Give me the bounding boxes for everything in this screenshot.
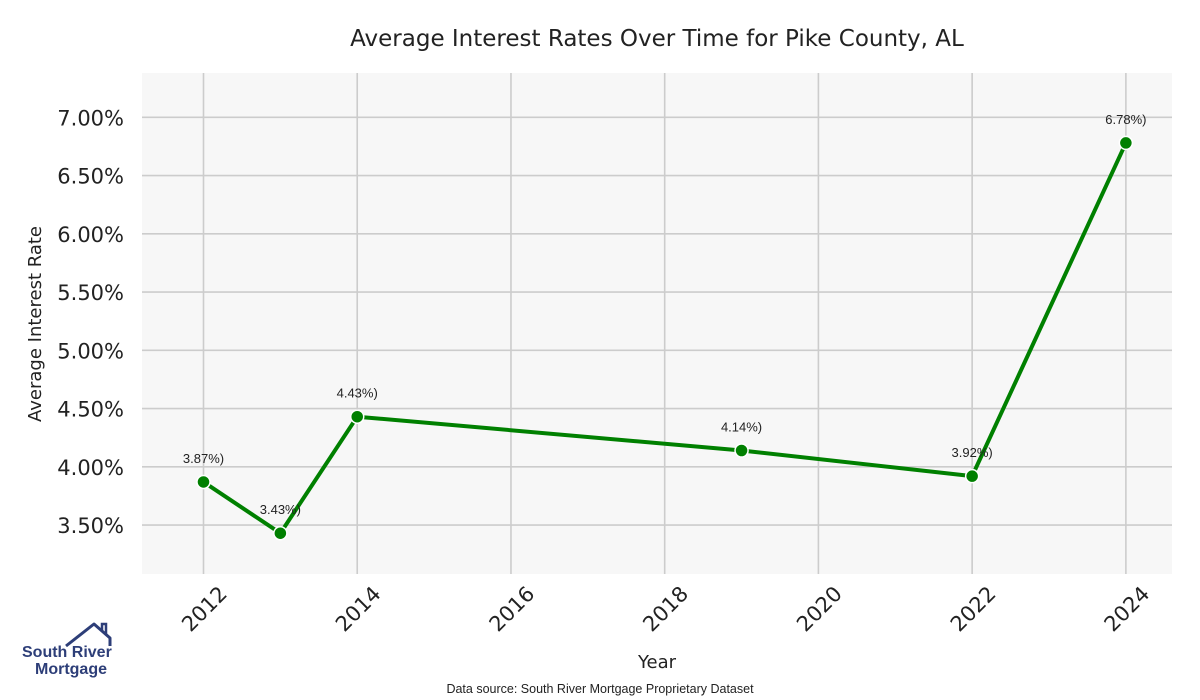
logo-text-line2: Mortgage [35,661,107,679]
data-point [197,475,210,488]
y-tick-label: 4.50% [57,398,124,422]
data-point [735,444,748,457]
y-tick-label: 5.00% [57,339,124,363]
y-tick-label: 4.00% [57,456,124,480]
data-point [351,410,364,423]
y-tick-label: 7.00% [57,106,124,130]
data-point [1119,136,1132,149]
x-tick-label: 2012 [177,582,232,637]
y-axis-label: Average Interest Rate [25,226,46,422]
data-label: 3.87%) [183,451,224,466]
y-tick-label: 5.50% [57,281,124,305]
line-chart: 3.50% 4.00% 4.50% 5.00% 5.50% 6.00% 6.50% 7.00%… [0,0,1200,700]
y-tick-label: 3.50% [57,514,124,538]
data-label: 6.78%) [1105,112,1146,127]
chart-title: Average Interest Rates Over Time for Pik… [350,26,964,52]
logo-text-line1: South River [22,644,112,662]
y-tick-label: 6.50% [57,165,124,189]
x-tick-label: 2018 [638,582,693,637]
x-tick-label: 2020 [792,582,847,637]
x-tick-label: 2016 [485,582,540,637]
y-axis-ticks: 3.50% 4.00% 4.50% 5.00% 5.50% 6.00% 6.50% 7.00% [57,106,124,538]
data-label: 4.14%) [721,419,762,434]
x-axis-ticks: 2012 2014 2016 2018 2020 2022 2024 [177,582,1154,637]
x-axis-label: Year [637,652,677,673]
x-tick-label: 2024 [1100,582,1155,637]
data-label: 3.92%) [952,445,993,460]
plot-area [142,73,1172,574]
x-tick-label: 2022 [946,582,1001,637]
data-source-note: Data source: South River Mortgage Propri… [446,682,754,696]
data-point [274,527,287,540]
data-label: 3.43%) [260,502,301,517]
company-logo: South River Mortgage [18,620,118,682]
x-tick-label: 2014 [331,582,386,637]
data-point [966,470,979,483]
y-tick-label: 6.00% [57,223,124,247]
data-label: 4.43%) [337,386,378,401]
